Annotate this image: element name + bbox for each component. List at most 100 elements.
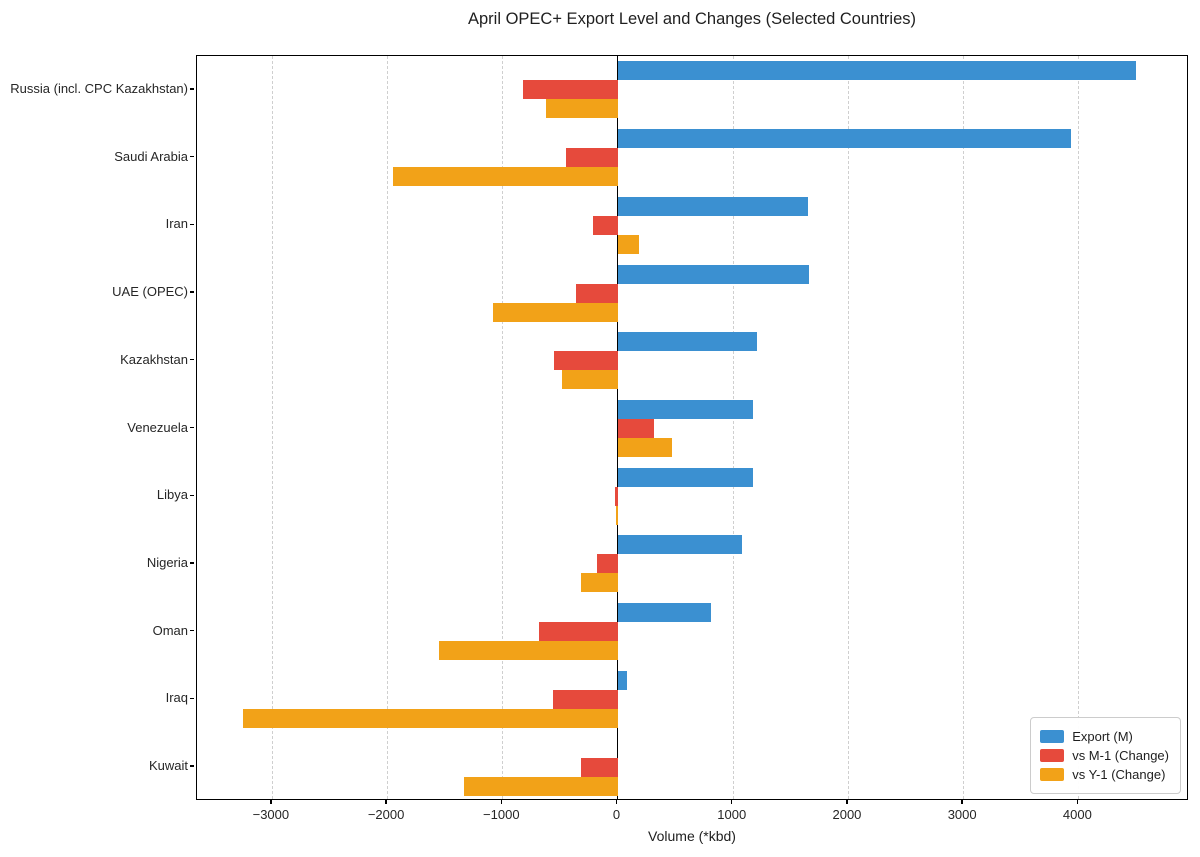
bar-vs-m-1-change-iran: [593, 215, 618, 235]
gridline-1000: [732, 56, 734, 799]
gridline--1000: [502, 56, 504, 799]
y-tick-label-libya: Libya: [156, 487, 188, 503]
bar-export-m-oman: [617, 603, 711, 623]
bar-row-nigeria: [197, 530, 1187, 598]
bar-row-uae-opec: [197, 259, 1187, 327]
bar-vs-m-1-change-russia-incl-cpc-kazakhstan: [523, 80, 618, 100]
y-tick-label-russia-incl-cpc-kazakhstan: Russia (incl. CPC Kazakhstan): [10, 80, 188, 96]
bar-export-m-venezuela: [617, 399, 754, 419]
bar-row-russia-incl-cpc-kazakhstan: [197, 56, 1187, 124]
x-tick-label--2000: −2000: [367, 807, 405, 822]
x-axis-title: Volume (*kbd): [648, 828, 736, 844]
bar-row-iran: [197, 191, 1187, 259]
y-tick-uae-opec: [190, 291, 195, 293]
x-tick-0: [615, 800, 618, 804]
y-tick-nigeria: [190, 562, 195, 564]
bar-export-m-nigeria: [617, 535, 742, 555]
bar-vs-y-1-change-saudi-arabia: [392, 167, 618, 187]
y-tick-label-iraq: Iraq: [165, 690, 188, 706]
bar-vs-m-1-change-kazakhstan: [554, 351, 618, 371]
gridline--2000: [387, 56, 389, 799]
y-tick-label-uae-opec: UAE (OPEC): [112, 284, 188, 300]
bar-vs-y-1-change-iraq: [243, 708, 618, 728]
bar-row-saudi-arabia: [197, 124, 1187, 192]
legend-entry-vs-y-1-change: vs Y-1 (Change): [1040, 767, 1169, 782]
bar-export-m-iran: [617, 196, 808, 216]
bar-vs-m-1-change-libya: [614, 486, 618, 506]
bar-vs-y-1-change-kazakhstan: [562, 370, 618, 390]
y-tick-iraq: [190, 697, 195, 700]
legend-entry-vs-m-1-change: vs M-1 (Change): [1040, 748, 1169, 763]
y-tick-kazakhstan: [190, 359, 195, 361]
chart-title: April OPEC+ Export Level and Changes (Se…: [467, 10, 917, 28]
bar-vs-m-1-change-uae-opec: [576, 283, 618, 303]
gridline-3000: [963, 56, 965, 799]
bar-vs-y-1-change-venezuela: [617, 437, 672, 457]
bar-export-m-iraq: [617, 670, 627, 690]
bar-row-kazakhstan: [197, 327, 1187, 395]
y-tick-label-saudi-arabia: Saudi Arabia: [114, 148, 188, 164]
bar-vs-y-1-change-kuwait: [464, 776, 618, 796]
legend-swatch-vs-y-1-change: [1040, 768, 1065, 781]
gridline-2000: [847, 56, 849, 799]
y-tick-iran: [190, 223, 195, 225]
x-tick-2000: [846, 800, 848, 804]
bar-row-iraq: [197, 666, 1187, 734]
bar-export-m-kazakhstan: [617, 332, 757, 352]
bar-row-oman: [197, 598, 1187, 666]
bar-vs-m-1-change-venezuela: [617, 418, 655, 438]
y-tick-russia-incl-cpc-kazakhstan: [190, 88, 195, 90]
x-tick-label-2000: 2000: [832, 807, 862, 822]
y-tick-saudi-arabia: [190, 155, 195, 158]
x-tick-4000: [1076, 800, 1079, 804]
x-tick-label-4000: 4000: [1062, 807, 1092, 822]
y-tick-oman: [190, 629, 195, 632]
bar-vs-m-1-change-nigeria: [596, 554, 618, 574]
y-tick-label-venezuela: Venezuela: [127, 419, 188, 435]
gridline--3000: [271, 56, 273, 799]
bar-export-m-libya: [617, 467, 754, 487]
bar-vs-m-1-change-iraq: [553, 689, 618, 709]
bar-export-m-uae-opec: [617, 264, 809, 284]
x-tick-label-3000: 3000: [947, 807, 977, 822]
y-tick-libya: [190, 494, 195, 496]
x-tick--3000: [270, 800, 272, 804]
y-tick-kuwait: [190, 765, 195, 767]
bar-row-libya: [197, 462, 1187, 530]
bar-vs-y-1-change-uae-opec: [493, 302, 618, 322]
bar-vs-y-1-change-russia-incl-cpc-kazakhstan: [546, 99, 618, 119]
bar-vs-y-1-change-oman: [438, 641, 618, 661]
y-tick-label-kazakhstan: Kazakhstan: [120, 351, 188, 367]
legend-label-vs-m-1-change: vs M-1 (Change): [1072, 748, 1169, 763]
y-tick-label-iran: Iran: [165, 216, 188, 232]
x-tick-label-0: 0: [612, 807, 621, 822]
x-tick-label-1000: 1000: [717, 807, 747, 822]
x-tick--2000: [385, 800, 387, 804]
bar-vs-m-1-change-saudi-arabia: [565, 148, 618, 168]
bar-vs-y-1-change-nigeria: [580, 573, 618, 593]
bar-vs-y-1-change-iran: [617, 234, 640, 254]
bar-vs-m-1-change-oman: [539, 622, 618, 642]
legend-swatch-vs-m-1-change: [1040, 749, 1065, 762]
bar-row-kuwait: [197, 733, 1187, 799]
x-tick-1000: [731, 800, 733, 804]
plot-area: Export (M) vs M-1 (Change) vs Y-1 (Change): [196, 55, 1188, 800]
plot-wrap: Export (M) vs M-1 (Change) vs Y-1 (Change)…: [10, 55, 1188, 822]
gridline-4000: [1078, 56, 1080, 799]
bar-vs-m-1-change-kuwait: [580, 757, 618, 777]
bar-row-venezuela: [197, 395, 1187, 463]
x-tick-label--1000: −1000: [483, 807, 520, 822]
x-tick--1000: [500, 800, 502, 804]
zero-axis-line: [616, 56, 619, 799]
y-tick-venezuela: [190, 426, 195, 429]
legend-label-vs-y-1-change: vs Y-1 (Change): [1072, 767, 1166, 782]
legend-swatch-export-m: [1040, 730, 1065, 743]
legend-label-export-m: Export (M): [1072, 729, 1133, 744]
bar-export-m-saudi-arabia: [617, 129, 1072, 149]
bar-vs-y-1-change-libya: [616, 505, 618, 525]
x-tick-3000: [961, 800, 963, 804]
legend: Export (M) vs M-1 (Change) vs Y-1 (Change): [1030, 717, 1181, 794]
y-tick-label-oman: Oman: [152, 622, 188, 638]
bar-export-m-russia-incl-cpc-kazakhstan: [617, 61, 1136, 81]
